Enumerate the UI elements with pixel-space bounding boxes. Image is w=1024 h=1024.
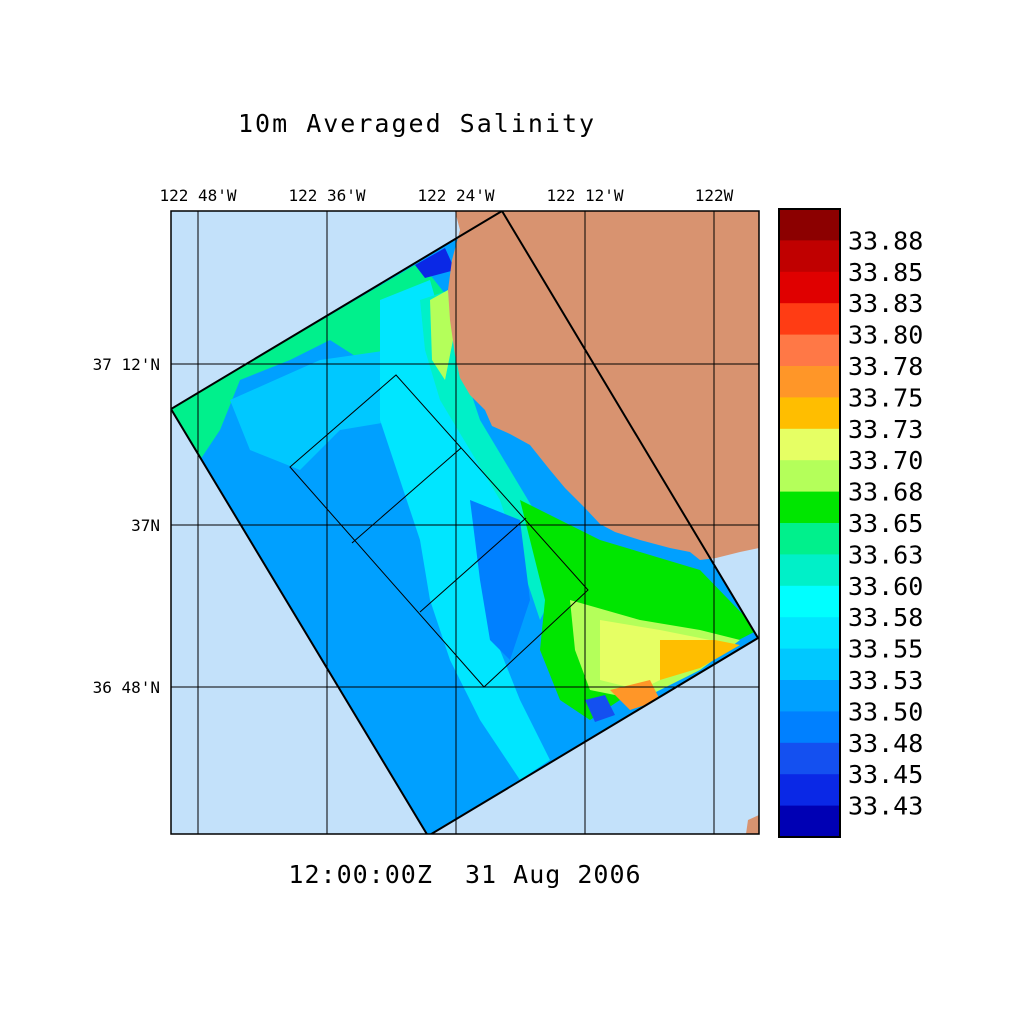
colorbar-swatch [779, 711, 840, 744]
lon-label: 122W [695, 186, 734, 205]
colorbar-swatch [779, 617, 840, 650]
lat-label: 36 48'N [93, 678, 160, 697]
lon-label: 122 36'W [288, 186, 365, 205]
colorbar-swatch [779, 460, 840, 493]
lon-label: 122 48'W [159, 186, 236, 205]
latitude-labels: 37 12'N 37N 36 48'N [93, 355, 160, 697]
colorbar-tick-label: 33.88 [848, 226, 923, 255]
colorbar-tick-label: 33.65 [848, 509, 923, 538]
colorbar-tick-label: 33.55 [848, 635, 923, 664]
colorbar-swatch [779, 554, 840, 587]
colorbar [779, 209, 840, 838]
sampling-boxes [289, 374, 589, 688]
colorbar-tick-label: 33.80 [848, 321, 923, 350]
coastline-land [448, 211, 759, 560]
longitude-labels: 122 48'W 122 36'W 122 24'W 122 12'W 122W [159, 186, 733, 205]
colorbar-tick-label: 33.53 [848, 666, 923, 695]
colorbar-tick-label: 33.73 [848, 415, 923, 444]
colorbar-swatch [779, 397, 840, 430]
colorbar-tick-label: 33.63 [848, 540, 923, 569]
colorbar-swatch [779, 334, 840, 367]
colorbar-border [778, 208, 841, 838]
colorbar-swatch [779, 428, 840, 461]
colorbar-tick-label: 33.45 [848, 760, 923, 789]
colorbar-swatch [779, 209, 840, 241]
colorbar-swatch [779, 742, 840, 775]
colorbar-swatch [779, 648, 840, 681]
colorbar-tick-label: 33.58 [848, 603, 923, 632]
colorbar-tick-label: 33.43 [848, 792, 923, 821]
coastline-land-spot [746, 815, 759, 834]
colorbar-tick-label: 33.78 [848, 352, 923, 381]
lat-label: 37N [131, 516, 160, 535]
colorbar-swatch [779, 271, 840, 304]
colorbar-swatch [779, 585, 840, 618]
lon-label: 122 24'W [417, 186, 494, 205]
map-frame [170, 210, 760, 835]
colorbar-swatch [779, 523, 840, 555]
map-area [171, 211, 759, 834]
colorbar-swatch [779, 491, 840, 524]
colorbar-swatch [779, 366, 840, 398]
colorbar-tick-label: 33.70 [848, 446, 923, 475]
timestamp: 12:00:00Z 31 Aug 2006 [288, 860, 641, 889]
colorbar-tick-label: 33.85 [848, 258, 923, 287]
colorbar-tick-label: 33.50 [848, 697, 923, 726]
colorbar-swatch [779, 303, 840, 336]
colorbar-tick-label: 33.60 [848, 572, 923, 601]
colorbar-swatch [779, 240, 840, 273]
lon-label: 122 12'W [546, 186, 623, 205]
colorbar-tick-label: 33.83 [848, 289, 923, 318]
colorbar-swatch [779, 680, 840, 712]
colorbar-swatch [779, 774, 840, 807]
colorbar-tick-label: 33.75 [848, 383, 923, 412]
map-title: 10m Averaged Salinity [238, 109, 596, 138]
graticule [171, 211, 759, 834]
lat-label: 37 12'N [93, 355, 160, 374]
model-domain-outline [171, 211, 759, 834]
colorbar-tick-label: 33.68 [848, 478, 923, 507]
colorbar-tick-label: 33.48 [848, 729, 923, 758]
colorbar-swatch [779, 805, 840, 838]
